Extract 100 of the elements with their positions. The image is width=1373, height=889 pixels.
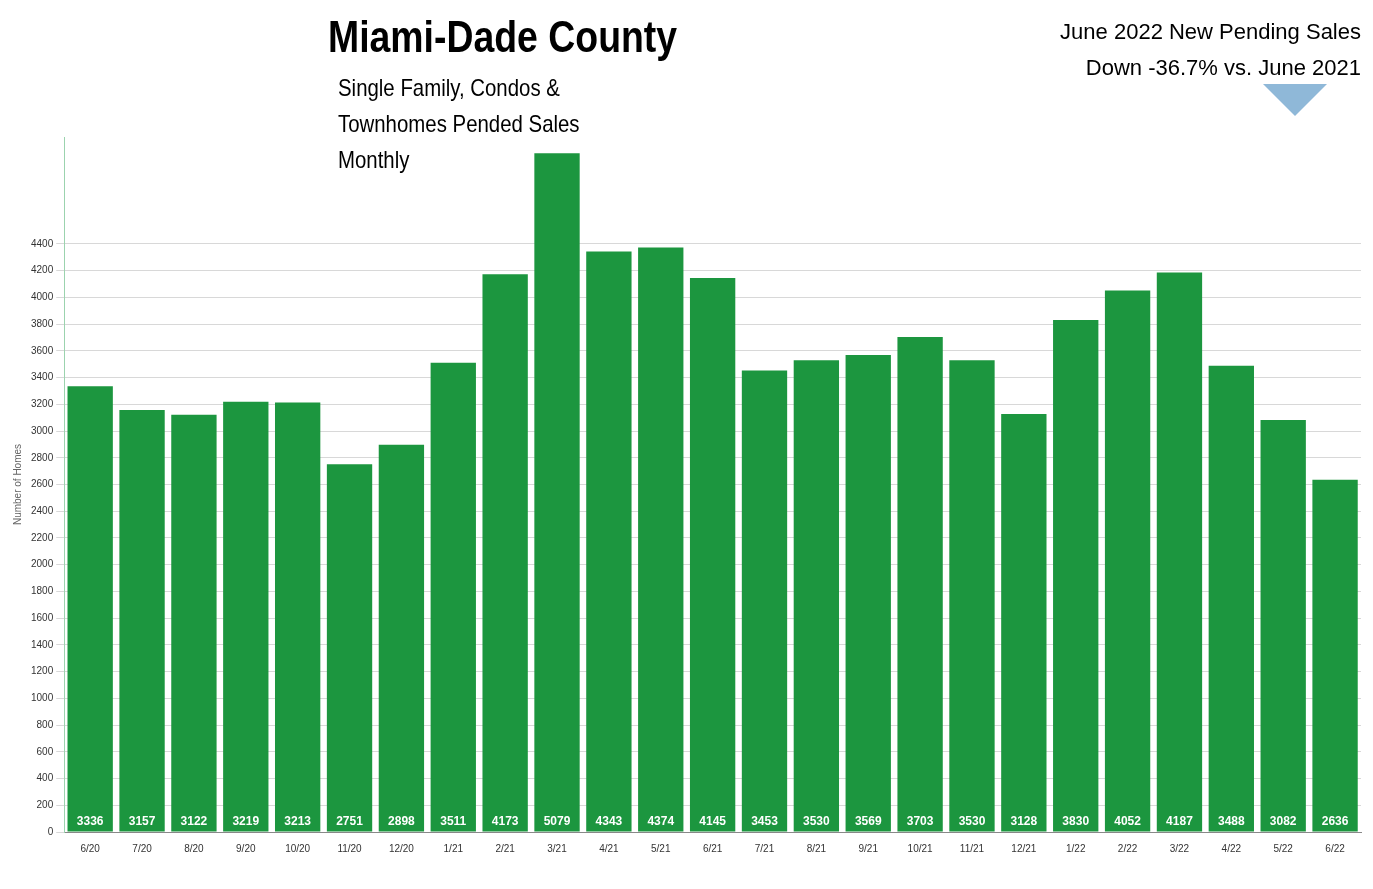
bar xyxy=(482,274,528,832)
y-tick-label: 3200 xyxy=(31,398,54,410)
x-tick-label: 4/21 xyxy=(599,842,620,854)
bar xyxy=(586,251,632,832)
data-label: 3128 xyxy=(1010,814,1038,829)
bar xyxy=(689,278,736,832)
bar xyxy=(741,370,788,832)
data-label: 2636 xyxy=(1321,814,1349,829)
y-tick-label: 2600 xyxy=(31,478,54,490)
data-label: 3511 xyxy=(440,814,467,829)
x-tick-label: 5/22 xyxy=(1273,842,1294,854)
bar xyxy=(119,410,165,832)
y-tick-label: 2200 xyxy=(31,531,54,543)
y-tick-label: 200 xyxy=(36,799,54,811)
x-tick-label: 6/21 xyxy=(702,842,723,854)
data-label: 3219 xyxy=(232,814,260,829)
data-label: 3157 xyxy=(128,814,156,829)
bar xyxy=(430,362,476,832)
data-label: 4145 xyxy=(699,814,727,829)
bar xyxy=(275,402,321,832)
x-tick-label: 8/21 xyxy=(806,842,827,854)
bar xyxy=(1208,365,1254,832)
data-label: 3530 xyxy=(958,814,986,829)
bar xyxy=(949,360,995,832)
y-tick-label: 2400 xyxy=(31,504,54,516)
data-label: 3830 xyxy=(1062,814,1090,829)
bar xyxy=(171,414,217,832)
y-tick-label: 0 xyxy=(47,825,54,837)
data-label: 3530 xyxy=(803,814,831,829)
x-tick-label: 9/20 xyxy=(236,842,256,854)
x-tick-label: 11/21 xyxy=(959,842,985,854)
data-label: 4173 xyxy=(491,814,519,829)
y-tick-label: 1400 xyxy=(31,638,54,650)
text: June 2022 New Pending Sales xyxy=(1060,18,1361,46)
y-tick-label: 1200 xyxy=(31,665,54,677)
x-tick-label: 6/20 xyxy=(80,842,101,854)
bar xyxy=(897,337,943,832)
x-tick-label: 4/22 xyxy=(1221,842,1242,854)
y-tick-label: 1800 xyxy=(31,585,54,597)
chart-title: Miami-Dade County xyxy=(328,12,678,62)
y-tick-label: 600 xyxy=(36,745,54,757)
x-tick-label: 2/22 xyxy=(1117,842,1138,854)
y-tick-label: 800 xyxy=(36,718,54,730)
bar xyxy=(845,354,891,832)
data-label: 3122 xyxy=(180,814,208,829)
data-label: 4052 xyxy=(1114,814,1142,829)
x-tick-label: 8/20 xyxy=(184,842,205,854)
text: Down -36.7% vs. June 2021 xyxy=(1084,54,1361,82)
bar xyxy=(223,401,269,832)
data-label: 3488 xyxy=(1217,814,1245,829)
data-label: 4187 xyxy=(1166,814,1194,829)
data-label: 4343 xyxy=(595,814,623,829)
bar xyxy=(793,360,840,832)
y-tick-label: 1000 xyxy=(31,692,54,704)
y-tick-label: 3800 xyxy=(31,317,54,329)
y-tick-label: 1600 xyxy=(31,611,54,623)
y-tick-label: 3000 xyxy=(31,424,54,436)
x-tick-label: 9/21 xyxy=(858,842,879,854)
x-tick-label: 7/20 xyxy=(132,842,153,854)
x-tick-label: 2/21 xyxy=(495,842,516,854)
data-label: 2898 xyxy=(388,814,416,829)
bar xyxy=(67,386,113,832)
x-tick-label: 3/22 xyxy=(1169,842,1190,854)
x-tick-label: 12/21 xyxy=(1011,842,1037,854)
y-tick-label: 4400 xyxy=(31,237,54,249)
y-axis-title: Number of Homes xyxy=(11,443,23,526)
y-tick-label: 400 xyxy=(36,772,54,784)
data-label: 3213 xyxy=(284,814,312,829)
data-label: 3336 xyxy=(76,814,104,829)
bar xyxy=(378,444,425,832)
data-label: 3082 xyxy=(1269,814,1297,829)
x-tick-label: 7/21 xyxy=(754,842,775,854)
bar xyxy=(1053,320,1099,832)
y-tick-label: 3600 xyxy=(31,344,54,356)
bar xyxy=(1156,272,1203,832)
bar xyxy=(638,247,684,832)
bar xyxy=(1104,290,1151,832)
x-tick-label: 10/20 xyxy=(285,842,311,854)
y-tick-label: 2800 xyxy=(31,451,54,463)
y-tick-label: 4000 xyxy=(31,291,54,303)
y-tick-label: 2000 xyxy=(31,558,54,570)
x-tick-label: 6/22 xyxy=(1325,842,1346,854)
bar xyxy=(1312,479,1358,832)
data-label: 4374 xyxy=(647,814,675,829)
x-tick-label: 1/21 xyxy=(443,842,464,854)
data-label: 3569 xyxy=(854,814,882,829)
x-tick-label: 1/22 xyxy=(1065,842,1086,854)
bar xyxy=(326,464,373,832)
x-tick-label: 12/20 xyxy=(388,842,415,854)
data-label: 3453 xyxy=(751,814,779,829)
y-tick-label: 4200 xyxy=(31,264,54,276)
x-tick-label: 5/21 xyxy=(651,842,671,854)
data-label: 5079 xyxy=(543,814,571,829)
data-label: 3703 xyxy=(906,814,934,829)
data-label: 2751 xyxy=(336,814,364,829)
y-tick-label: 3400 xyxy=(31,371,54,383)
bar xyxy=(1260,420,1306,832)
bar xyxy=(534,153,580,832)
x-tick-label: 3/21 xyxy=(547,842,568,854)
x-tick-label: 10/21 xyxy=(907,842,934,854)
